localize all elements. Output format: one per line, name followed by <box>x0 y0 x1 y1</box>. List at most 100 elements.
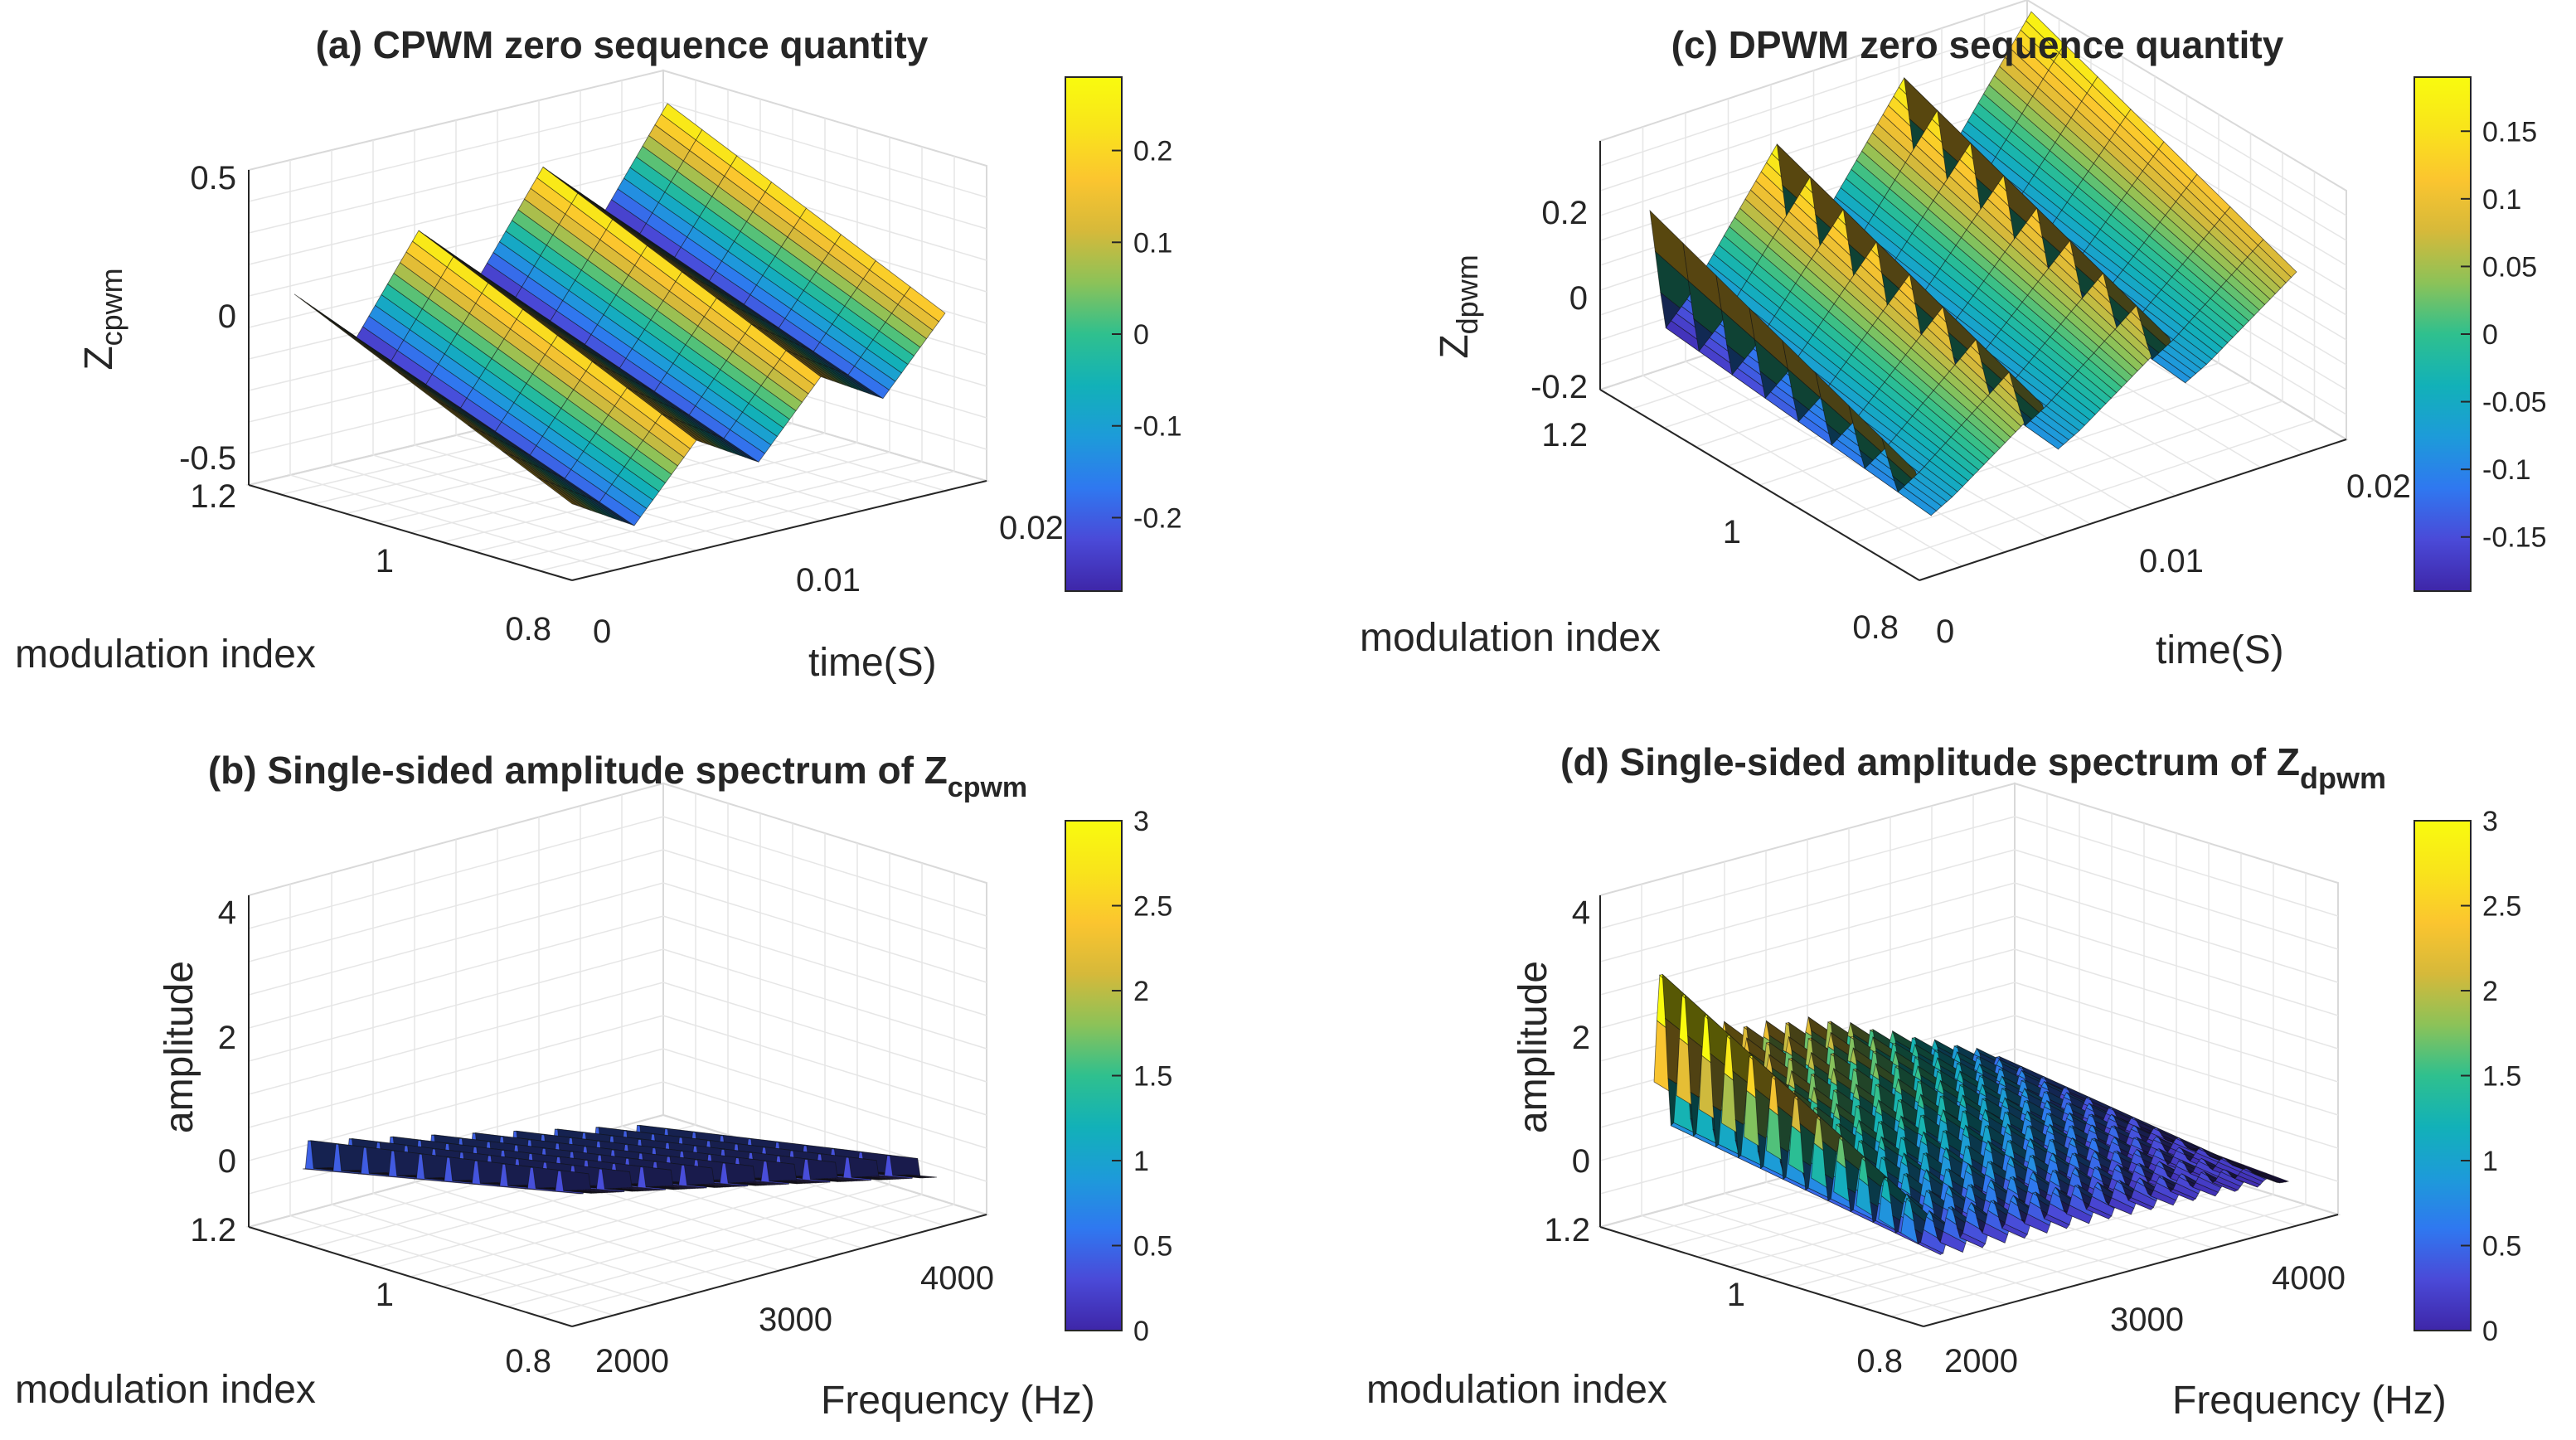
panel-c-colorbar-label: 0.1 <box>2482 184 2521 216</box>
panel-b-x-tick-4000: 4000 <box>920 1260 994 1297</box>
panel-b-ylabel: modulation index <box>15 1368 316 1412</box>
panel-b-colorbar-label: 1.5 <box>1133 1061 1172 1093</box>
panel-b-colorbar-label: 2 <box>1133 976 1149 1007</box>
panel-a-y-tick-1: 1 <box>376 543 394 579</box>
panel-c-z-tick-top: 0.2 <box>1541 195 1588 231</box>
panel-a-colorbar-label: 0.2 <box>1133 136 1172 167</box>
panel-d-colorbar-label: 2.5 <box>2482 891 2521 923</box>
panel-b-x-axis <box>571 1214 987 1327</box>
panel-d-colorbar-label: 3 <box>2482 806 2498 837</box>
panel-a-colorbar-label: 0 <box>1133 319 1149 351</box>
panel-b-x-tick-3000: 3000 <box>759 1302 832 1338</box>
panel-d-z-tick-0: 0 <box>1572 1143 1590 1180</box>
panel-c-colorbar-label: -0.15 <box>2482 522 2547 554</box>
panel-a-x-tick-0.01: 0.01 <box>796 562 861 599</box>
panel-a-gridline <box>248 164 664 265</box>
panel-d-surface <box>1653 973 2290 1256</box>
panel-c-z-tick-mid: 0 <box>1569 280 1588 317</box>
panel-c-surface <box>1649 11 2297 516</box>
panel-d-x-tick-3000: 3000 <box>2110 1302 2184 1338</box>
panel-d-zlabel: amplitude <box>1511 961 1555 1133</box>
panel-b-gridline <box>662 915 987 1016</box>
panel-a-title: (a) CPWM zero sequence quantity <box>316 23 929 66</box>
panel-a-z-tick-top: 0.5 <box>190 160 236 196</box>
panel-b-z-tick-4: 4 <box>218 895 236 931</box>
panel-b-colorbar-label: 0.5 <box>1133 1231 1172 1263</box>
panel-d-x-tick-4000: 4000 <box>2272 1260 2346 1297</box>
panel-c-ylabel: modulation index <box>1360 616 1661 660</box>
panel-a-colorbar-label: -0.1 <box>1133 411 1182 443</box>
panel-c-y-tick-1: 1 <box>1723 514 1741 550</box>
panel-c-x-tick-0: 0 <box>1936 613 1954 650</box>
panel-a-gridline <box>248 133 664 234</box>
panel-a-xlabel: time(S) <box>808 641 937 685</box>
panel-c-colorbar-label: 0.05 <box>2482 251 2537 283</box>
panel-b-gridline <box>248 816 664 929</box>
panel-d-y-tick-1: 1 <box>1727 1277 1745 1313</box>
panel-a-y-tick-0.8: 0.8 <box>505 611 551 647</box>
panel-b-colorbar-label: 1 <box>1133 1146 1149 1177</box>
panel-b-zlabel: amplitude <box>158 961 201 1133</box>
panel-c-colorbar-label: 0.15 <box>2482 116 2537 148</box>
panel-c-colorbar-label: -0.05 <box>2482 387 2547 419</box>
panel-b-gridline <box>662 816 987 917</box>
panel-b-y-tick-0.8: 0.8 <box>505 1343 551 1379</box>
panel-b-y-axis <box>248 1226 573 1327</box>
panel-d-dpwm-spectrum: (d) Single-sided amplitude spectrum of Z… <box>1366 740 2521 1423</box>
panel-d-colorbar-label: 0.5 <box>2482 1231 2521 1263</box>
panel-c-colorbar-label: -0.1 <box>2482 454 2531 486</box>
panel-a-colorbar-label: -0.2 <box>1133 502 1182 534</box>
panel-b-colorbar-label: 0 <box>1133 1316 1149 1347</box>
panel-a-surface-patch <box>904 286 946 322</box>
panel-b-surface-patch <box>889 1155 921 1179</box>
panel-b-gridline <box>662 948 987 1050</box>
panel-a-surface <box>293 103 946 526</box>
panel-a-ylabel: modulation index <box>15 633 316 676</box>
panel-c-dpwm-zero-sequence: (c) DPWM zero sequence quantity Zdpwm mo… <box>1360 0 2547 672</box>
panel-a-y-axis <box>248 484 573 581</box>
panel-c-colorbar: -0.15 -0.1 -0.05 0 0.05 0.1 0.15 <box>2413 76 2547 592</box>
panel-a-x-axis <box>571 480 987 581</box>
panel-c-y-tick-0.8: 0.8 <box>1852 609 1899 646</box>
panel-b-axes-box <box>245 782 990 1328</box>
panel-b-gridline <box>662 849 987 950</box>
panel-d-y-axis <box>1599 1226 1924 1327</box>
panel-b-gridline <box>248 915 664 1029</box>
panel-d-z-tick-2: 2 <box>1572 1020 1590 1056</box>
panel-d-xlabel: Frequency (Hz) <box>2172 1379 2447 1423</box>
panel-b-gridline <box>248 948 664 1062</box>
panel-d-colorbar-label: 1 <box>2482 1146 2498 1177</box>
panel-d-title: (d) Single-sided amplitude spectrum of Z… <box>1560 740 2386 795</box>
panel-a-z-tick-bottom: -0.5 <box>179 440 236 477</box>
panel-a-gridline <box>662 101 987 198</box>
panel-c-zlabel: Zdpwm <box>1433 255 1484 358</box>
panel-c-xlabel: time(S) <box>2156 628 2284 672</box>
panel-a-colorbar: -0.2 -0.1 0 0.1 0.2 <box>1065 76 1182 592</box>
panel-b-cpwm-spectrum: (b) Single-sided amplitude spectrum of Z… <box>15 749 1172 1423</box>
panel-c-colorbar-label: 0 <box>2482 319 2498 351</box>
panel-c-x-tick-0.02: 0.02 <box>2346 468 2411 505</box>
panel-d-y-tick-1.2: 1.2 <box>1544 1212 1590 1248</box>
panel-b-colorbar: 0 0.5 1 1.5 2 2.5 3 <box>1065 806 1172 1347</box>
panel-b-gridline <box>662 882 987 983</box>
panel-a-x-tick-0.02: 0.02 <box>999 510 1064 546</box>
panel-a-x-tick-0: 0 <box>593 613 611 650</box>
panel-b-y-tick-1: 1 <box>376 1277 394 1313</box>
panel-b-gridline <box>248 849 664 962</box>
panel-a-gridline <box>248 101 664 202</box>
panel-a-colorbar-label: 0.1 <box>1133 227 1172 259</box>
panel-c-x-tick-0.01: 0.01 <box>2139 543 2204 579</box>
panel-d-colorbar-label: 0 <box>2482 1316 2498 1347</box>
panel-d-y-tick-0.8: 0.8 <box>1856 1343 1903 1379</box>
panel-c-title: (c) DPWM zero sequence quantity <box>1671 23 2284 66</box>
panel-b-x-tick-2000: 2000 <box>595 1343 669 1379</box>
panel-b-y-tick-1.2: 1.2 <box>190 1212 236 1248</box>
panel-d-ylabel: modulation index <box>1366 1368 1667 1412</box>
panel-a-zlabel: Zcpwm <box>77 268 129 370</box>
panel-b-gridline <box>248 882 664 996</box>
panel-b-surface <box>302 1124 938 1195</box>
panel-d-colorbar-label: 2 <box>2482 976 2498 1007</box>
panel-c-z-tick-bottom: -0.2 <box>1531 369 1588 405</box>
panel-b-z-tick-2: 2 <box>218 1020 236 1056</box>
panel-b-left-wall <box>662 782 987 1216</box>
